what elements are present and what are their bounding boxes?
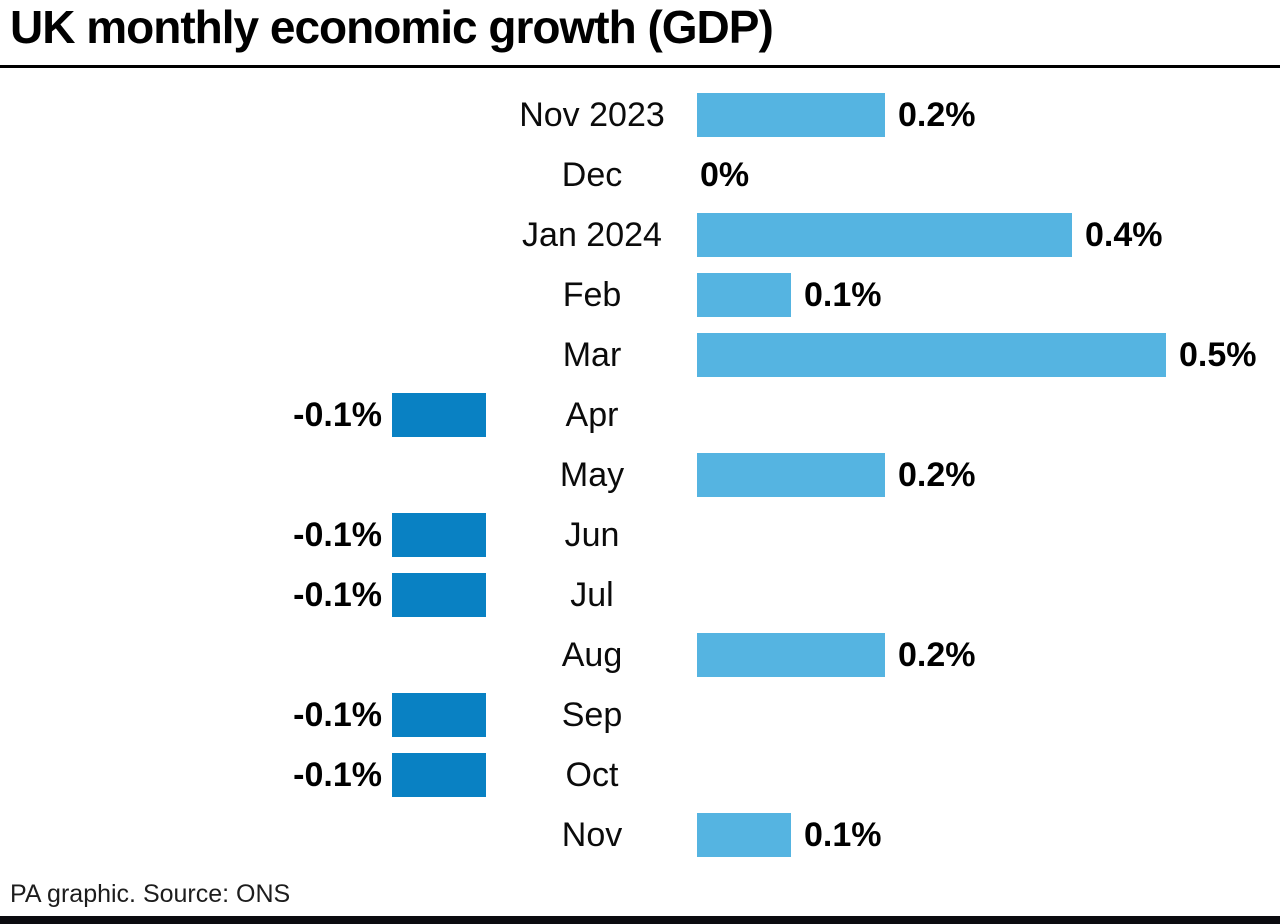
chart-row: Aug 0.2% bbox=[0, 625, 1280, 685]
value-label: 0.2% bbox=[898, 96, 976, 134]
value-label: 0.1% bbox=[804, 276, 882, 314]
chart-row: Jul -0.1% bbox=[0, 565, 1280, 625]
chart-row: Nov 2023 0.2% bbox=[0, 85, 1280, 145]
bar-chart: Nov 2023 0.2% Dec 0% Jan 2024 0.4% Feb 0.1% Mar 0… bbox=[0, 85, 1280, 865]
chart-row: Dec 0% bbox=[0, 145, 1280, 205]
category-label: Feb bbox=[562, 276, 622, 314]
value-label: 0.1% bbox=[804, 816, 882, 854]
value-label: 0.2% bbox=[898, 456, 976, 494]
category-label: Oct bbox=[565, 756, 619, 794]
chart-row: Feb 0.1% bbox=[0, 265, 1280, 325]
positive-bar bbox=[697, 633, 885, 677]
value-label: -0.1% bbox=[293, 576, 382, 614]
positive-bar bbox=[697, 813, 791, 857]
negative-bar bbox=[392, 753, 486, 797]
value-label: 0.2% bbox=[898, 636, 976, 674]
chart-row: Jun -0.1% bbox=[0, 505, 1280, 565]
chart-row: May 0.2% bbox=[0, 445, 1280, 505]
source-note: PA graphic. Source: ONS bbox=[10, 880, 291, 908]
chart-row: Mar 0.5% bbox=[0, 325, 1280, 385]
negative-bar bbox=[392, 513, 486, 557]
negative-bar bbox=[392, 693, 486, 737]
chart-row: Jan 2024 0.4% bbox=[0, 205, 1280, 265]
negative-bar bbox=[392, 393, 486, 437]
positive-bar bbox=[697, 213, 1072, 257]
category-label: Dec bbox=[561, 156, 623, 194]
title-divider bbox=[0, 65, 1280, 68]
value-label: 0% bbox=[700, 156, 750, 194]
positive-bar bbox=[697, 333, 1166, 377]
chart-row: Oct -0.1% bbox=[0, 745, 1280, 805]
category-label: Jan 2024 bbox=[522, 216, 662, 254]
category-label: Mar bbox=[562, 336, 622, 374]
category-label: Apr bbox=[565, 396, 619, 434]
value-label: 0.4% bbox=[1085, 216, 1163, 254]
category-label: Jul bbox=[570, 576, 614, 614]
positive-bar bbox=[697, 273, 791, 317]
value-label: -0.1% bbox=[293, 516, 382, 554]
category-label: Nov 2023 bbox=[519, 96, 665, 134]
category-label: May bbox=[559, 456, 625, 494]
chart-title: UK monthly economic growth (GDP) bbox=[10, 1, 774, 53]
chart-row: Sep -0.1% bbox=[0, 685, 1280, 745]
bottom-accent-bar bbox=[0, 916, 1280, 924]
chart-row: Apr -0.1% bbox=[0, 385, 1280, 445]
negative-bar bbox=[392, 573, 486, 617]
category-label: Aug bbox=[561, 636, 623, 674]
chart-row: Nov 0.1% bbox=[0, 805, 1280, 865]
value-label: -0.1% bbox=[293, 696, 382, 734]
category-label: Sep bbox=[561, 696, 623, 734]
value-label: -0.1% bbox=[293, 396, 382, 434]
value-label: -0.1% bbox=[293, 756, 382, 794]
positive-bar bbox=[697, 93, 885, 137]
positive-bar bbox=[697, 453, 885, 497]
category-label: Nov bbox=[561, 816, 623, 854]
value-label: 0.5% bbox=[1179, 336, 1257, 374]
category-label: Jun bbox=[564, 516, 620, 554]
